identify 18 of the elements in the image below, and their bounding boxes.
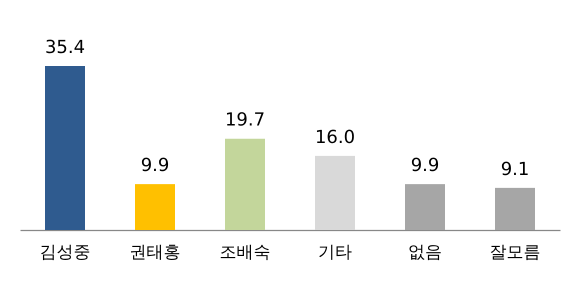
x-tick-label: 조배숙: [220, 242, 270, 262]
bar: [315, 156, 355, 230]
x-tick-label: 없음: [408, 242, 442, 262]
bar: [135, 184, 175, 230]
data-label: 9.9: [140, 155, 170, 176]
data-label: 9.1: [500, 158, 530, 180]
data-label: 19.7: [224, 110, 266, 131]
x-tick-label: 김성중: [40, 242, 90, 262]
x-tick-label: 권태홍: [130, 242, 180, 262]
x-tick-label: 잘모름: [490, 242, 540, 262]
bar: [45, 66, 85, 230]
bar: [405, 184, 445, 230]
data-label: 9.9: [410, 155, 440, 176]
bar: [495, 188, 535, 230]
bar: [225, 138, 265, 230]
data-label: 16.0: [314, 126, 356, 148]
data-label: 35.4: [44, 37, 86, 58]
x-tick-label: 기타: [318, 242, 352, 262]
